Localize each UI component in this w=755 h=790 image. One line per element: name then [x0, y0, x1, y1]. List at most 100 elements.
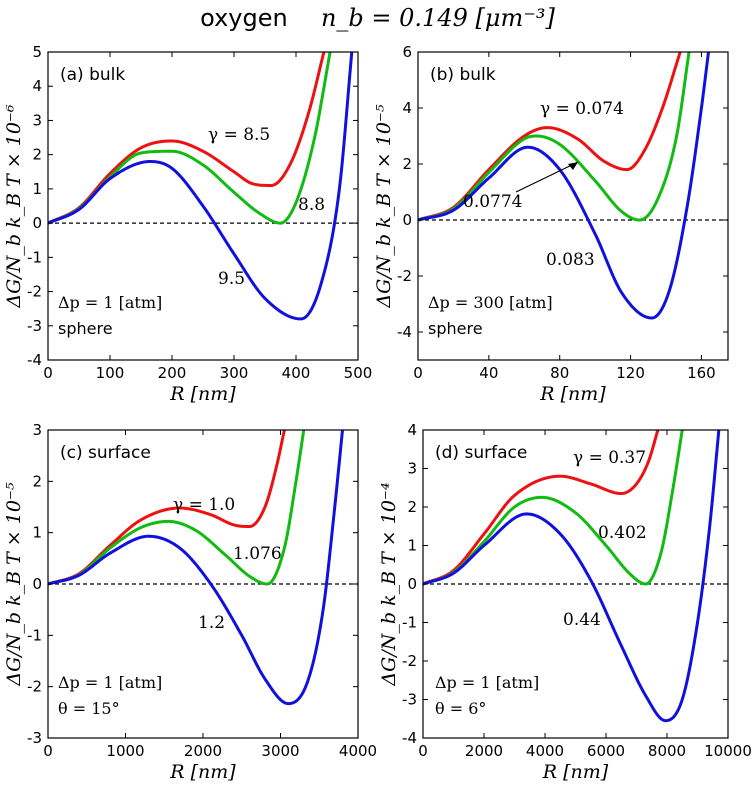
title-word: oxygen — [200, 4, 288, 32]
x-tick-label: 200 — [158, 364, 187, 382]
x-tick-label: 100 — [96, 364, 125, 382]
x-tick-label: 120 — [616, 364, 645, 382]
y-tick-label: -4 — [27, 351, 42, 369]
x-tick-label: 1000 — [106, 742, 144, 760]
arrow-head — [568, 162, 578, 170]
y-axis-label: ΔG/N_b k_B T × 10⁻⁴ — [378, 482, 400, 686]
y-tick-label: 4 — [402, 99, 412, 117]
x-tick-label: 6000 — [587, 742, 625, 760]
annotation: Δp = 1 [atm] — [435, 673, 539, 692]
curve-label: γ = 1.0 — [173, 495, 235, 515]
annotation: Δp = 1 [atm] — [58, 293, 162, 312]
x-tick-label: 0 — [413, 364, 423, 382]
y-tick-label: 0 — [32, 214, 42, 232]
y-tick-label: 0 — [407, 575, 417, 593]
x-tick-label: 160 — [687, 364, 716, 382]
x-tick-label: 2000 — [465, 742, 503, 760]
y-axis-label: ΔG/N_b k_B T × 10⁻⁶ — [3, 104, 25, 309]
x-tick-label: 500 — [344, 364, 373, 382]
x-tick-label: 4000 — [339, 742, 377, 760]
y-tick-label: -3 — [27, 317, 42, 335]
x-tick-label: 0 — [43, 364, 53, 382]
series-line-blue — [418, 52, 710, 320]
annotation: sphere — [58, 319, 113, 338]
y-tick-label: -2 — [397, 267, 412, 285]
y-tick-label: 4 — [32, 77, 42, 95]
x-tick-label: 40 — [479, 364, 498, 382]
x-tick-label: 10000 — [704, 742, 752, 760]
series-line-blue — [48, 52, 354, 321]
annotation: Δp = 300 [atm] — [428, 293, 553, 312]
curve-label: 1.076 — [233, 544, 282, 564]
y-axis-label: ΔG/N_b k_B T × 10⁻⁵ — [373, 104, 395, 309]
annotation: Δp = 1 [atm] — [58, 673, 162, 692]
y-tick-label: -4 — [402, 729, 417, 747]
plot-frame — [417, 51, 729, 361]
y-tick-label: -1 — [402, 614, 417, 632]
y-tick-label: 2 — [407, 498, 417, 516]
panel-label: (c) surface — [60, 443, 151, 463]
x-tick-label: 4000 — [526, 742, 564, 760]
x-tick-label: 3000 — [261, 742, 299, 760]
curve-label: 0.402 — [598, 523, 647, 543]
x-axis-label: R [nm] — [539, 383, 606, 405]
series-line-blue — [423, 430, 721, 723]
annotation: θ = 6° — [435, 699, 486, 718]
y-tick-label: -4 — [397, 323, 412, 341]
curve-label: γ = 0.074 — [540, 99, 624, 119]
title-math: n_b = 0.149 [μm⁻³] — [320, 4, 555, 32]
panel-a: 0 100 200 300 400 500 -4 -3 -2 -1 0 1 2 3 4 5 R [nm] ΔG/N… — [3, 43, 372, 405]
y-tick-label: 0 — [32, 575, 42, 593]
series-line-red — [423, 430, 660, 586]
plot-frame — [47, 51, 359, 361]
y-tick-label: -3 — [27, 729, 42, 747]
panel-c: 0 1000 2000 3000 4000 -3 -2 -1 0 1 2 3 R [nm] ΔG/N_b … — [3, 421, 377, 783]
y-tick-label: -3 — [402, 691, 417, 709]
x-tick-label: 400 — [282, 364, 311, 382]
y-tick-label: 5 — [32, 43, 42, 61]
y-axis-label: ΔG/N_b k_B T × 10⁻⁵ — [3, 482, 25, 687]
y-tick-label: 2 — [32, 146, 42, 164]
x-tick-label: 0 — [43, 742, 53, 760]
curve-label: 8.8 — [298, 195, 325, 215]
y-tick-label: 3 — [32, 111, 42, 129]
figure-title: oxygen n_b = 0.149 [μm⁻³] — [0, 4, 755, 32]
curve-label: 0.44 — [563, 610, 601, 630]
y-tick-label: 3 — [407, 460, 417, 478]
y-tick-label: 0 — [402, 211, 412, 229]
curve-label: γ = 0.37 — [573, 448, 646, 468]
y-tick-label: -2 — [27, 283, 42, 301]
y-tick-label: 1 — [407, 537, 417, 555]
y-tick-label: 2 — [402, 155, 412, 173]
x-tick-label: 2000 — [184, 742, 222, 760]
curve-label: 9.5 — [218, 269, 245, 289]
x-tick-label: 0 — [418, 742, 428, 760]
y-tick-label: -1 — [27, 626, 42, 644]
y-tick-label: 6 — [402, 43, 412, 61]
annotation: θ = 15° — [58, 699, 120, 718]
panel-d: 0 2000 4000 6000 8000 10000 -4 -3 -2 -1 0 1 2 3 4 R [nm… — [378, 421, 752, 783]
curve-label: 0.083 — [546, 250, 595, 270]
curve-label: 0.0774 — [463, 192, 522, 212]
panel-label: (b) bulk — [430, 65, 496, 85]
y-tick-label: -1 — [27, 248, 42, 266]
series-line-green — [418, 52, 691, 222]
x-axis-label: R [nm] — [542, 761, 609, 783]
x-axis-label: R [nm] — [169, 383, 236, 405]
x-tick-label: 80 — [550, 364, 569, 382]
y-tick-label: 4 — [407, 421, 417, 439]
panel-b: 0 40 80 120 160 -4 -2 0 2 4 6 R [nm] ΔG/N_b k_B T × … — [373, 43, 729, 405]
panel-label: (a) bulk — [60, 65, 125, 85]
y-tick-label: 1 — [32, 180, 42, 198]
curve-label: 1.2 — [198, 613, 225, 633]
y-tick-label: -2 — [402, 652, 417, 670]
annotation: sphere — [428, 319, 483, 338]
panel-label: (d) surface — [435, 443, 527, 463]
series-line-blue — [48, 430, 344, 706]
y-tick-label: 2 — [32, 472, 42, 490]
curve-label: γ = 8.5 — [208, 125, 270, 145]
x-axis-label: R [nm] — [169, 761, 236, 783]
y-tick-label: -2 — [27, 678, 42, 696]
x-tick-label: 300 — [220, 364, 249, 382]
